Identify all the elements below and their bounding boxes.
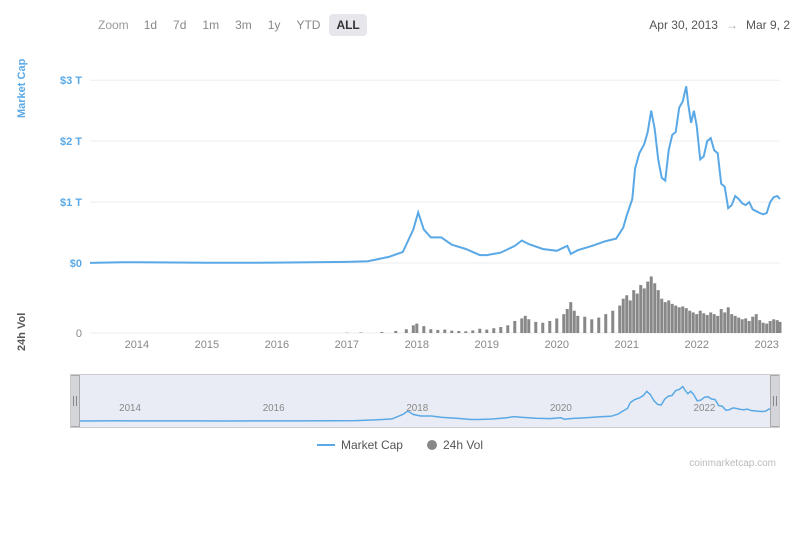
- svg-text:2019: 2019: [475, 339, 499, 351]
- zoom-controls: Zoom 1d7d1m3m1yYTDALL: [98, 14, 367, 36]
- svg-text:2017: 2017: [335, 339, 359, 351]
- svg-text:2014: 2014: [125, 339, 149, 351]
- legend-item-market-cap[interactable]: Market Cap: [317, 438, 403, 452]
- zoom-button-3m[interactable]: 3m: [228, 14, 259, 36]
- range-navigator[interactable]: 2014 2016 2018 2020 2022: [70, 374, 780, 428]
- navigator-handle-left[interactable]: [70, 375, 80, 427]
- zoom-button-1y[interactable]: 1y: [261, 14, 288, 36]
- yaxis-label-volume: 24h Vol: [16, 313, 28, 351]
- attribution: coinmarketcap.com: [10, 452, 790, 469]
- svg-text:2022: 2022: [684, 339, 708, 351]
- chart-toolbar: Zoom 1d7d1m3m1yYTDALL Apr 30, 2013 → Mar…: [10, 8, 790, 50]
- chart-area: Market Cap 24h Vol $0 $1 T $2 T $3 T 0 2014 20…: [10, 58, 790, 358]
- zoom-label: Zoom: [98, 18, 129, 32]
- legend-line-icon: [317, 444, 335, 446]
- yaxis-label-market-cap: Market Cap: [16, 59, 28, 118]
- date-to[interactable]: Mar 9, 2: [746, 18, 790, 32]
- svg-text:2020: 2020: [545, 339, 569, 351]
- svg-text:2020: 2020: [550, 403, 572, 414]
- legend-label-mc: Market Cap: [341, 438, 403, 452]
- svg-text:2022: 2022: [694, 403, 716, 414]
- svg-text:2016: 2016: [265, 339, 289, 351]
- legend-item-volume[interactable]: 24h Vol: [427, 438, 483, 452]
- navigator-svg: 2014 2016 2018 2020 2022: [71, 375, 779, 427]
- zoom-button-1m[interactable]: 1m: [195, 14, 226, 36]
- svg-text:2018: 2018: [405, 339, 429, 351]
- svg-text:2016: 2016: [263, 403, 285, 414]
- legend: Market Cap 24h Vol: [10, 438, 790, 452]
- date-range: Apr 30, 2013 → Mar 9, 2: [649, 18, 790, 32]
- svg-text:$0: $0: [70, 258, 82, 270]
- svg-text:$1 T: $1 T: [60, 197, 82, 209]
- date-from[interactable]: Apr 30, 2013: [649, 18, 718, 32]
- svg-text:2014: 2014: [119, 403, 141, 414]
- zoom-button-7d[interactable]: 7d: [166, 14, 193, 36]
- zoom-button-all[interactable]: ALL: [329, 14, 366, 36]
- svg-text:2018: 2018: [406, 403, 428, 414]
- svg-text:2021: 2021: [615, 339, 639, 351]
- legend-label-vol: 24h Vol: [443, 438, 483, 452]
- zoom-button-1d[interactable]: 1d: [137, 14, 164, 36]
- navigator-handle-right[interactable]: [770, 375, 780, 427]
- svg-text:2015: 2015: [195, 339, 219, 351]
- svg-text:$3 T: $3 T: [60, 75, 82, 87]
- arrow-right-icon: →: [726, 18, 738, 32]
- legend-dot-icon: [427, 440, 437, 450]
- zoom-button-ytd[interactable]: YTD: [289, 14, 327, 36]
- main-chart-svg[interactable]: $0 $1 T $2 T $3 T 0 2014 2015 2016 2017 2018 2019 2…: [10, 58, 790, 358]
- svg-text:0: 0: [76, 328, 82, 340]
- svg-text:2023: 2023: [754, 339, 778, 351]
- svg-text:$2 T: $2 T: [60, 136, 82, 148]
